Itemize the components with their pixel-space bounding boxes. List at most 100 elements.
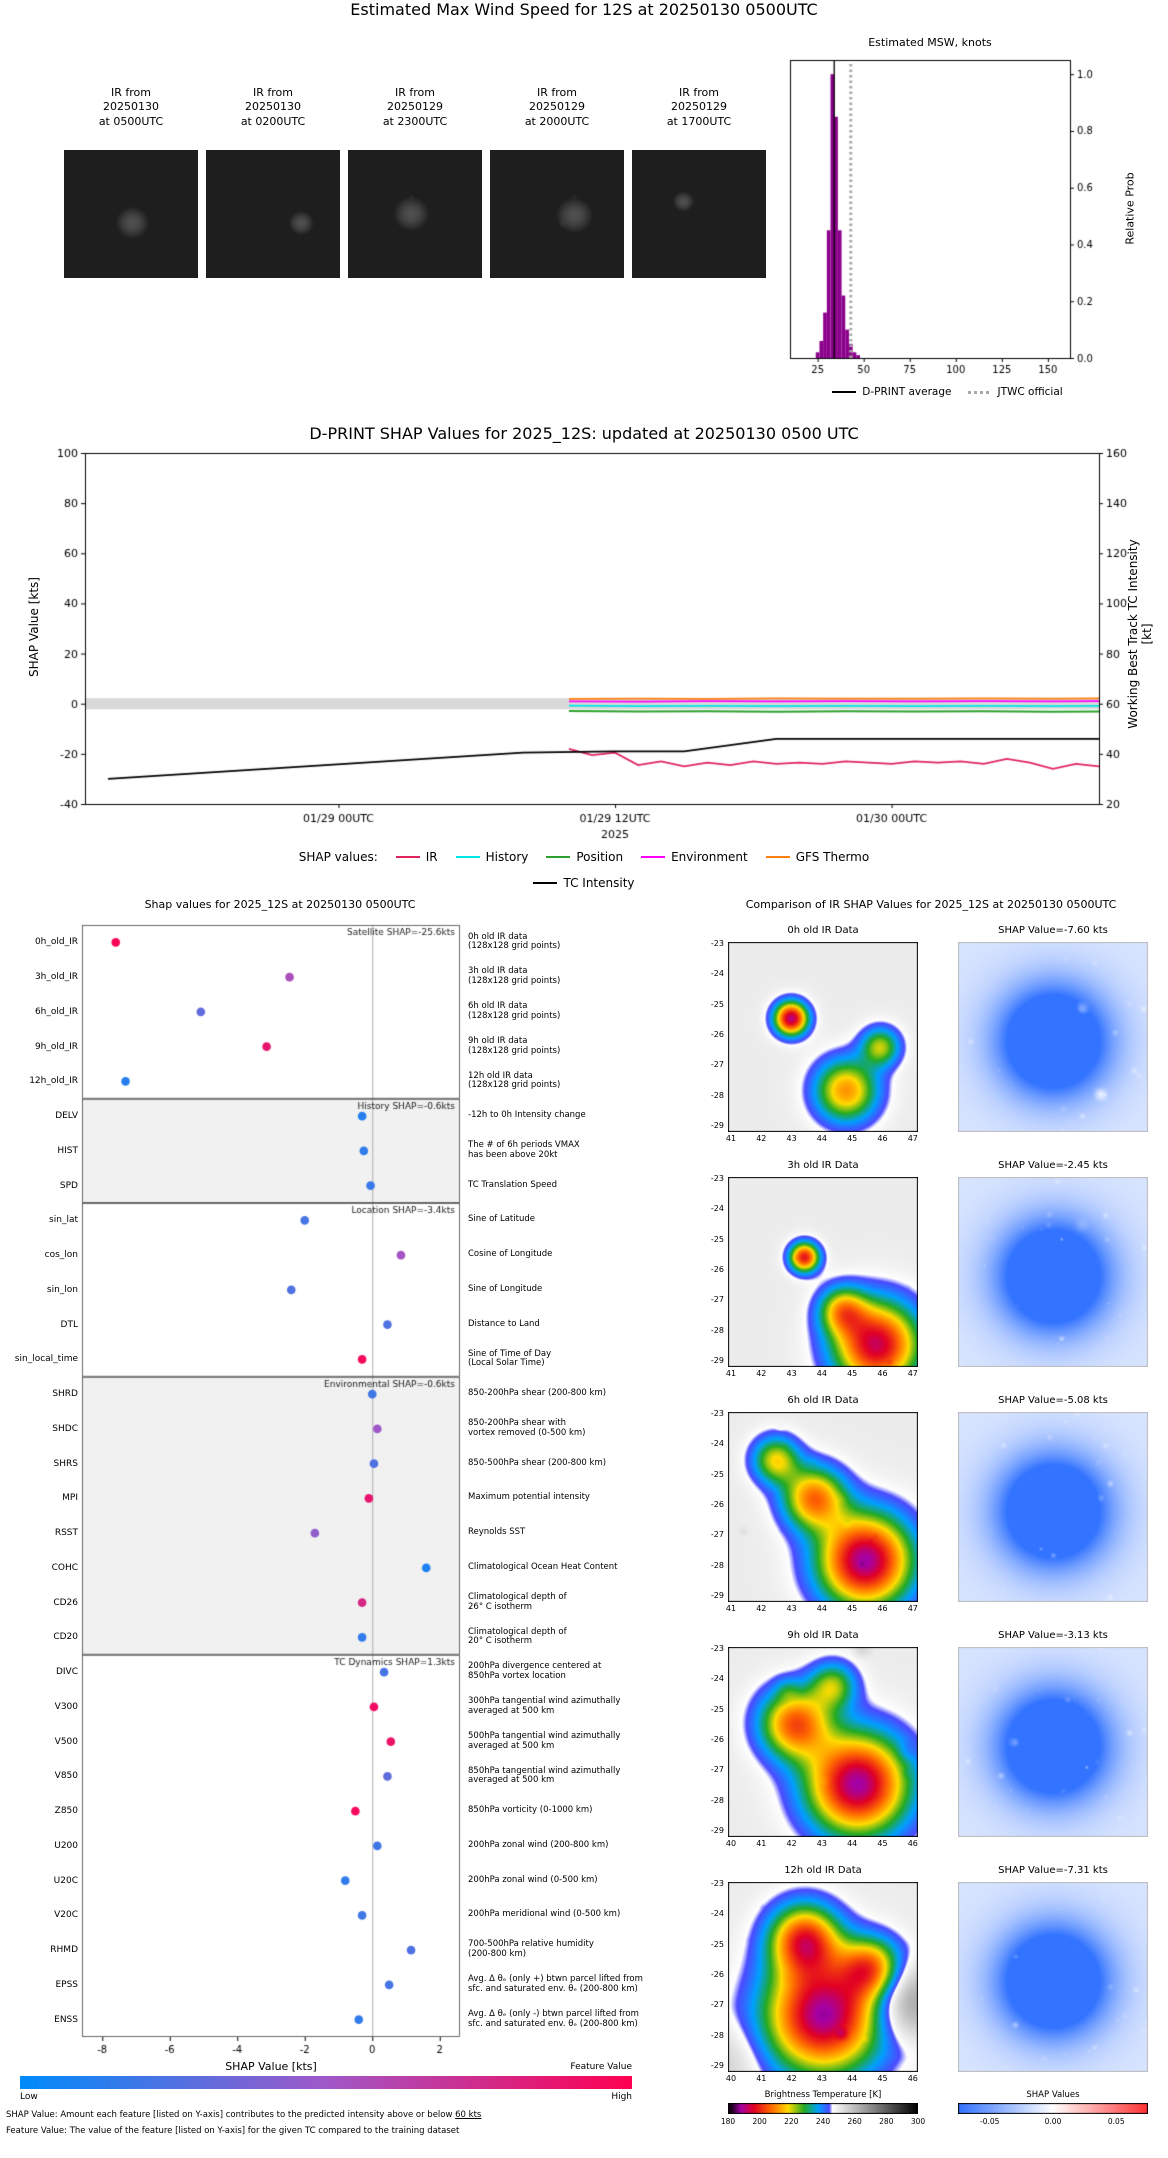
feature-description: 200hPa divergence centered at 850hPa vor… <box>468 1655 704 1690</box>
histogram-legend: D-PRINT average JTWC official <box>780 386 1115 398</box>
feature-label: SHDC <box>52 1423 78 1434</box>
feature-description: Avg. Δ θₑ (only -) btwn parcel lifted fr… <box>468 2002 704 2037</box>
feature-description-text: Maximum potential intensity <box>468 1492 590 1503</box>
shap-timeseries-plot <box>20 446 1148 846</box>
feature-label: MPI <box>62 1493 78 1504</box>
shap-values-map <box>958 1882 1148 2072</box>
longitude-tick-label: 46 <box>907 1839 918 1848</box>
legend-item-history: History <box>455 850 528 864</box>
ir-thumbnail-image <box>632 150 766 278</box>
longitude-tick-label: 45 <box>877 1839 888 1848</box>
longitude-tick-label: 46 <box>877 1134 888 1143</box>
footnote-text: SHAP Value: Amount each feature [listed … <box>6 2110 456 2120</box>
ir-brightness-temp-map <box>728 1882 918 2072</box>
feature-label: EPSS <box>55 1979 78 1990</box>
latitude-tick-label: -23 <box>710 1644 724 1653</box>
feature-description-text: 6h old IR data (128x128 grid points) <box>468 1001 561 1021</box>
ir-thumbnail-label: IR from 20250129 at 2300UTC <box>382 86 448 128</box>
colorbar-tick-label: 0.05 <box>1107 2117 1125 2126</box>
feature-description: 6h old IR data (128x128 grid points) <box>468 995 704 1030</box>
longitude-tick-label: 46 <box>877 1604 888 1613</box>
footnote-underlined: 60 kts <box>455 2110 482 2120</box>
brightness-temp-colorbar <box>728 2103 918 2114</box>
feature-label: CD20 <box>53 1632 78 1643</box>
feature-description: 300hPa tangential wind azimuthally avera… <box>468 1690 704 1725</box>
latitude-tick-label: -24 <box>710 969 724 979</box>
feature-label: sin_lat <box>49 1215 78 1226</box>
feature-label: SHRD <box>52 1389 78 1400</box>
ir-thumbnail-image <box>206 150 340 278</box>
shap-map-title: SHAP Value=-7.31 kts <box>998 1865 1108 1876</box>
ir-map-title: 12h old IR Data <box>784 1865 862 1876</box>
latitude-tick-label: -25 <box>710 1939 724 1949</box>
longitude-tick-label: 47 <box>907 1369 918 1378</box>
feature-description: 3h old IR data (128x128 grid points) <box>468 960 704 995</box>
shap-values-map <box>958 942 1148 1132</box>
feature-description-text: 300hPa tangential wind azimuthally avera… <box>468 1696 621 1716</box>
longitude-tick-label: 43 <box>816 2074 827 2083</box>
longitude-tick-label: 45 <box>877 2074 888 2083</box>
feature-description: 700-500hPa relative humidity (200-800 km… <box>468 1933 704 1968</box>
shap-value-footnote: SHAP Value: Amount each feature [listed … <box>6 2110 686 2120</box>
feature-label: DIVC <box>55 1667 78 1678</box>
legend-item-environment: Environment <box>641 850 748 864</box>
solid-line-swatch <box>832 391 857 393</box>
feature-label: sin_local_time <box>14 1354 78 1365</box>
longitude-tick-label: 46 <box>877 1369 888 1378</box>
latitude-tick-label: -27 <box>710 1295 724 1305</box>
shap-values-colorbar-label: SHAP Values <box>1026 2090 1080 2100</box>
longitude-tick-label: 43 <box>786 1604 797 1613</box>
colorbar-tick-label: 200 <box>752 2117 767 2126</box>
feature-description-text: 12h old IR data (128x128 grid points) <box>468 1070 561 1091</box>
feature-description: 850-200hPa shear with vortex removed (0-… <box>468 1412 704 1447</box>
feature-description: Sine of Latitude <box>468 1203 704 1238</box>
latitude-tick-label: -25 <box>710 999 724 1009</box>
latitude-tick-label: -23 <box>710 1879 724 1888</box>
longitude-tick-label: 40 <box>725 2074 737 2083</box>
feature-description: 12h old IR data (128x128 grid points) <box>468 1064 704 1099</box>
feature-label: 9h_old_IR <box>34 1041 78 1052</box>
latitude-tick-label: -28 <box>710 1325 724 1335</box>
feature-shap-plot <box>60 914 464 2060</box>
feature-description: Cosine of Longitude <box>468 1238 704 1273</box>
feature-label: 0h_old_IR <box>34 937 78 948</box>
feature-label: HIST <box>57 1145 78 1156</box>
legend-label: Position <box>576 850 624 864</box>
latitude-tick-label: -28 <box>710 1795 724 1805</box>
latitude-tick-label: -26 <box>710 1734 724 1744</box>
ir-brightness-temp-map <box>728 1412 918 1602</box>
feature-label: RSST <box>54 1528 78 1539</box>
longitude-tick-label: 42 <box>756 1604 767 1613</box>
ir-map-title: 0h old IR Data <box>787 925 859 936</box>
feature-description: Climatological depth of 20° C isotherm <box>468 1620 704 1655</box>
feature-label: U200 <box>54 1840 78 1851</box>
shap-map-title: SHAP Value=-7.60 kts <box>998 925 1108 936</box>
latitude-tick-label: -23 <box>710 939 724 948</box>
feature-label: COHC <box>51 1562 78 1573</box>
feature-description: 200hPa meridional wind (0-500 km) <box>468 1898 704 1933</box>
longitude-tick-label: 42 <box>786 1839 797 1848</box>
feature-description-text: 850hPa vorticity (0-1000 km) <box>468 1805 593 1816</box>
feature-description-text: Climatological Ocean Heat Content <box>468 1561 618 1572</box>
feature-label: 3h_old_IR <box>34 972 78 983</box>
feature-description: 200hPa zonal wind (200-800 km) <box>468 1829 704 1864</box>
colorbar-tick-label: 220 <box>784 2117 799 2126</box>
feature-description: Sine of Longitude <box>468 1273 704 1308</box>
feature-description-text: -12h to 0h Intensity change <box>468 1110 586 1121</box>
ir-line-swatch <box>395 856 420 858</box>
feature-description: The # of 6h periods VMAX has been above … <box>468 1134 704 1169</box>
environment-line-swatch <box>641 856 666 858</box>
feature-description-text: TC Translation Speed <box>468 1179 557 1190</box>
latitude-tick-label: -29 <box>710 1825 724 1835</box>
feature-description-text: 0h old IR data (128x128 grid points) <box>468 931 561 952</box>
legend-label: JTWC official <box>997 386 1063 398</box>
latitude-tick-label: -28 <box>710 1090 724 1100</box>
longitude-tick-label: 44 <box>847 2074 858 2083</box>
latitude-tick-label: -26 <box>710 1969 724 1979</box>
feature-description: -12h to 0h Intensity change <box>468 1099 704 1134</box>
longitude-tick-label: 42 <box>786 2074 797 2083</box>
colorbar-tick-label: 0.00 <box>1044 2117 1062 2126</box>
feature-label: 6h_old_IR <box>34 1006 78 1017</box>
legend-label: IR <box>425 850 438 864</box>
feature-value-footnote: Feature Value: The value of the feature … <box>6 2126 460 2136</box>
